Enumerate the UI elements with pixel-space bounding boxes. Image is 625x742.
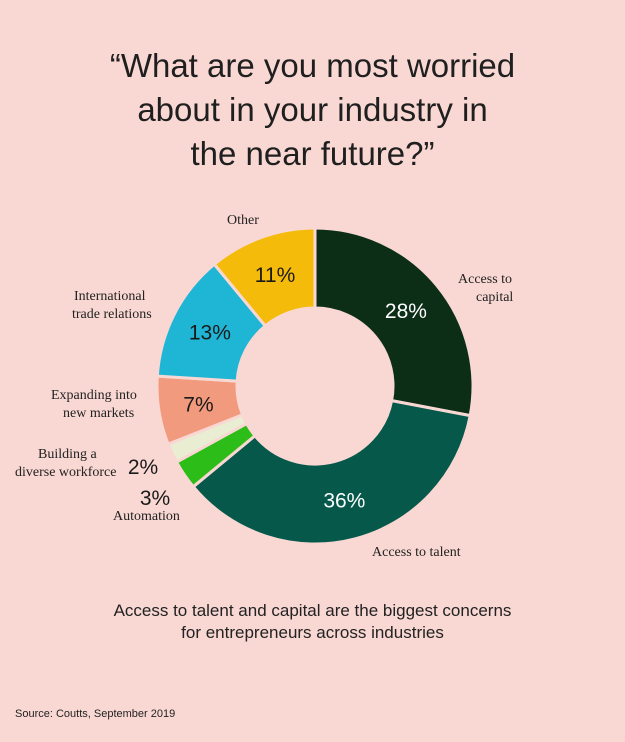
value-label-automation: 3% (140, 487, 170, 510)
slice-access-to-capital (313, 226, 475, 418)
chart-title-line-1: “What are you most worried (109, 47, 516, 84)
slice-access-to-talent (191, 398, 472, 546)
label-access-to-capital-line-2: capital (476, 290, 513, 305)
label-expanding-into-new-markets-line-2: new markets (63, 406, 134, 421)
chart-title-line-2: about in your industry in (137, 91, 488, 128)
value-label-access-to-talent: 36% (323, 489, 365, 512)
value-label-building-a-diverse-workforce: 2% (128, 456, 158, 479)
source-note: Source: Coutts, September 2019 (15, 708, 176, 720)
chart-title-line-3: the near future?” (190, 135, 435, 172)
chart-caption-line-1: Access to talent and capital are the big… (113, 601, 512, 620)
label-automation: Automation (113, 509, 180, 524)
label-building-a-diverse-workforce-line-2: diverse workforce (15, 465, 116, 480)
value-label-expanding-into-new-markets: 7% (183, 393, 213, 416)
chart-caption-line-2: for entrepreneurs across industries (181, 623, 444, 642)
label-access-to-capital-line-1: Access to (458, 272, 512, 287)
label-other: Other (227, 213, 259, 228)
chart-caption: Access to talent and capital are the big… (0, 600, 625, 644)
chart-title: “What are you most worried about in your… (0, 44, 625, 176)
label-access-to-talent: Access to talent (372, 545, 461, 560)
slice-value-labels: 28% 36% 3% 2% 7% 13% 11% (128, 264, 427, 512)
value-label-access-to-capital: 28% (385, 300, 427, 323)
slice-other (212, 226, 317, 329)
value-label-international-trade-relations: 13% (189, 321, 231, 344)
donut-slices (155, 226, 475, 546)
label-building-a-diverse-workforce-line-1: Building a (38, 447, 98, 462)
label-expanding-into-new-markets-line-1: Expanding into (51, 388, 137, 403)
label-international-trade-relations-line-2: trade relations (72, 307, 152, 322)
label-international-trade-relations-line-1: International (74, 289, 146, 304)
value-label-other: 11% (255, 264, 295, 287)
